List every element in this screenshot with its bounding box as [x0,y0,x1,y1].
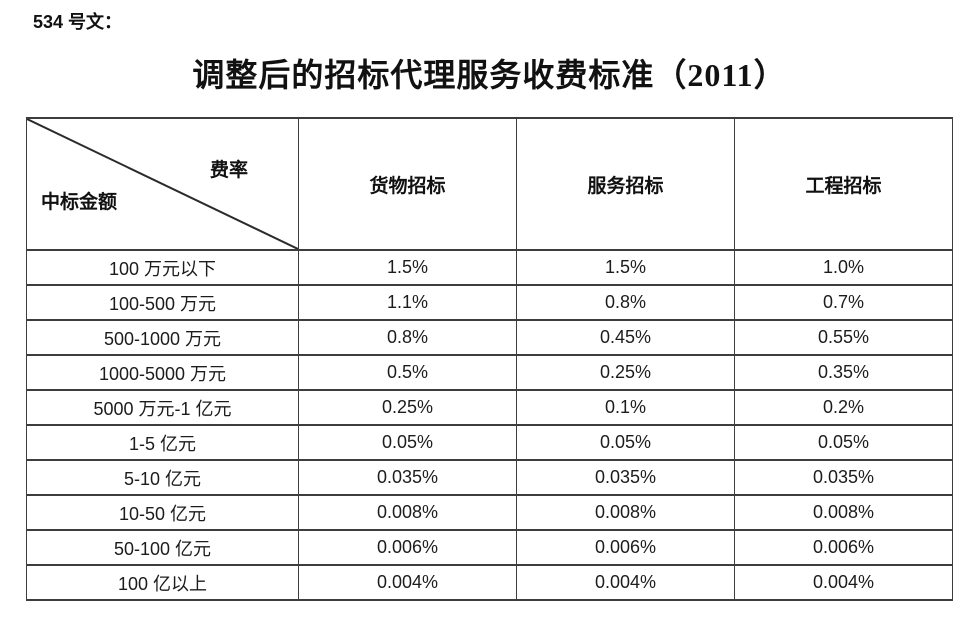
row-label: 5-10 亿元 [26,459,299,496]
row-label: 50-100 亿元 [26,529,299,566]
cell-services: 0.45% [516,319,735,356]
fee-rate-table: 费率 中标金额 货物招标 服务招标 工程招标 100 万元以下 1.5% 1.5… [26,117,953,601]
cell-engineering: 0.004% [734,564,953,601]
doc-number-label: 534 号文： [33,12,123,32]
cell-services: 0.05% [516,424,735,461]
cell-services: 0.035% [516,459,735,496]
row-label: 100-500 万元 [26,284,299,321]
cell-services: 0.25% [516,354,735,391]
table-row: 50-100 亿元 0.006% 0.006% 0.006% [26,529,953,566]
corner-label-rate: 费率 [209,160,248,181]
cell-engineering: 0.008% [734,494,953,531]
diagonal-divider-line [27,119,298,249]
row-label: 5000 万元-1 亿元 [26,389,299,426]
table-row: 100 亿以上 0.004% 0.004% 0.004% [26,564,953,601]
corner-header-cell: 费率 中标金额 [26,117,299,251]
column-header-goods: 货物招标 [298,117,517,251]
row-label: 1000-5000 万元 [26,354,299,391]
row-label: 500-1000 万元 [26,319,299,356]
cell-engineering: 0.05% [734,424,953,461]
cell-goods: 1.1% [298,284,517,321]
table-row: 1000-5000 万元 0.5% 0.25% 0.35% [26,354,953,391]
corner-label-amount: 中标金额 [41,192,118,213]
table-body: 100 万元以下 1.5% 1.5% 1.0% 100-500 万元 1.1% … [26,249,953,601]
row-label: 10-50 亿元 [26,494,299,531]
header-row: 费率 中标金额 货物招标 服务招标 工程招标 [26,117,953,251]
cell-goods: 0.8% [298,319,517,356]
cell-engineering: 1.0% [734,249,953,286]
table-row: 1-5 亿元 0.05% 0.05% 0.05% [26,424,953,461]
cell-goods: 0.035% [298,459,517,496]
table-row: 5000 万元-1 亿元 0.25% 0.1% 0.2% [26,389,953,426]
table-row: 10-50 亿元 0.008% 0.008% 0.008% [26,494,953,531]
cell-engineering: 0.7% [734,284,953,321]
cell-services: 0.1% [516,389,735,426]
row-label: 100 万元以下 [26,249,299,286]
table-header: 费率 中标金额 货物招标 服务招标 工程招标 [26,117,953,251]
cell-services: 0.006% [516,529,735,566]
cell-goods: 0.008% [298,494,517,531]
page-title: 调整后的招标代理服务收费标准（2011） [192,57,787,93]
table-row: 100-500 万元 1.1% 0.8% 0.7% [26,284,953,321]
cell-goods: 1.5% [298,249,517,286]
cell-goods: 0.004% [298,564,517,601]
cell-engineering: 0.006% [734,529,953,566]
cell-services: 0.008% [516,494,735,531]
table-row: 500-1000 万元 0.8% 0.45% 0.55% [26,319,953,356]
cell-engineering: 0.035% [734,459,953,496]
row-label: 1-5 亿元 [26,424,299,461]
cell-services: 0.004% [516,564,735,601]
table-row: 5-10 亿元 0.035% 0.035% 0.035% [26,459,953,496]
cell-services: 0.8% [516,284,735,321]
cell-goods: 0.006% [298,529,517,566]
table-row: 100 万元以下 1.5% 1.5% 1.0% [26,249,953,286]
row-label: 100 亿以上 [26,564,299,601]
cell-services: 1.5% [516,249,735,286]
cell-engineering: 0.2% [734,389,953,426]
column-header-services: 服务招标 [516,117,735,251]
cell-goods: 0.25% [298,389,517,426]
cell-engineering: 0.35% [734,354,953,391]
column-header-engineering: 工程招标 [734,117,953,251]
cell-goods: 0.5% [298,354,517,391]
cell-goods: 0.05% [298,424,517,461]
cell-engineering: 0.55% [734,319,953,356]
